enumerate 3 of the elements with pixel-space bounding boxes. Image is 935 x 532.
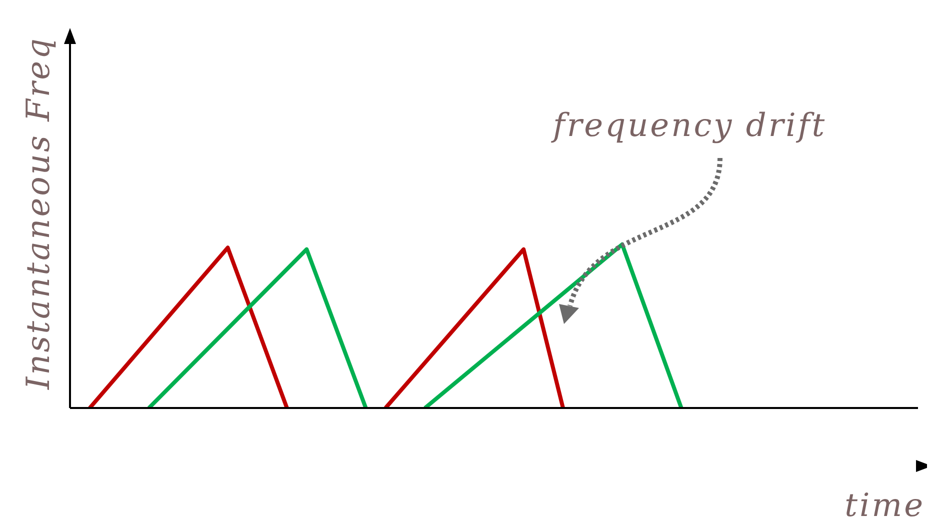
y-axis-title: Instantaneous Freq [19,36,57,390]
x-axis-title: time [844,486,925,524]
text: frequency drift [553,106,827,144]
